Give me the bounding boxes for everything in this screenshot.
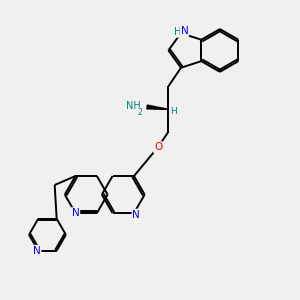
Polygon shape: [147, 105, 169, 110]
Text: 2: 2: [138, 107, 142, 116]
Text: H: H: [170, 107, 177, 116]
Text: N: N: [133, 210, 140, 220]
Text: N: N: [72, 208, 80, 218]
Text: NH: NH: [126, 101, 140, 111]
Text: H: H: [174, 27, 181, 37]
Text: N: N: [181, 26, 188, 36]
Text: O: O: [154, 142, 162, 152]
Text: N: N: [33, 246, 40, 256]
